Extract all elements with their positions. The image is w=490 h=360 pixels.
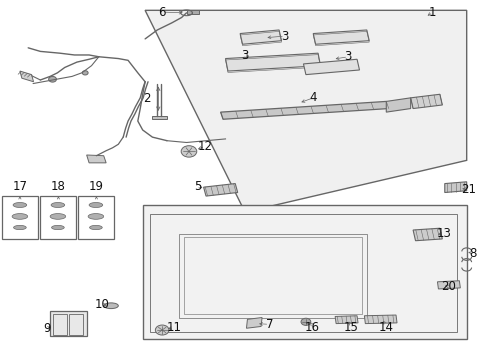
Circle shape [82, 71, 88, 75]
Bar [187, 10, 199, 14]
Text: 5: 5 [195, 180, 202, 193]
Bar [52, 314, 67, 335]
Ellipse shape [51, 225, 64, 230]
Ellipse shape [90, 225, 102, 230]
Bar [50, 311, 87, 337]
Polygon shape [246, 318, 262, 328]
Ellipse shape [12, 213, 28, 219]
Text: 14: 14 [379, 321, 394, 334]
Circle shape [301, 318, 311, 325]
Polygon shape [303, 59, 360, 75]
Polygon shape [386, 98, 411, 112]
Circle shape [181, 146, 197, 157]
Text: 20: 20 [441, 280, 456, 293]
Text: 19: 19 [89, 180, 104, 193]
Polygon shape [225, 53, 320, 71]
Polygon shape [240, 30, 282, 44]
Bar [69, 314, 83, 335]
Text: 21: 21 [462, 183, 477, 196]
Polygon shape [20, 71, 33, 82]
Ellipse shape [88, 213, 104, 219]
Polygon shape [335, 316, 358, 324]
Polygon shape [152, 116, 167, 119]
Polygon shape [413, 228, 442, 241]
Text: 2: 2 [143, 92, 150, 105]
Polygon shape [438, 281, 460, 289]
Text: 3: 3 [344, 50, 352, 63]
Text: 12: 12 [197, 140, 213, 153]
Bar [2, 196, 38, 239]
Bar [40, 196, 76, 239]
Polygon shape [220, 102, 389, 119]
Polygon shape [203, 184, 238, 196]
Text: 3: 3 [241, 49, 249, 62]
Ellipse shape [89, 203, 103, 207]
Ellipse shape [13, 203, 27, 207]
Ellipse shape [50, 213, 66, 219]
Polygon shape [87, 155, 106, 163]
Circle shape [155, 325, 169, 335]
Text: 18: 18 [51, 180, 66, 193]
Bar [184, 237, 362, 314]
Polygon shape [365, 315, 397, 324]
Bar [150, 214, 457, 332]
Text: 6: 6 [158, 6, 166, 19]
Text: 7: 7 [266, 318, 273, 331]
Ellipse shape [14, 225, 26, 230]
Polygon shape [145, 10, 466, 212]
Text: 4: 4 [310, 91, 317, 104]
Ellipse shape [51, 203, 65, 207]
Polygon shape [411, 94, 442, 109]
Text: 10: 10 [94, 298, 109, 311]
Text: 17: 17 [12, 180, 27, 193]
Ellipse shape [104, 303, 118, 309]
Text: 15: 15 [344, 321, 359, 334]
Text: 3: 3 [281, 30, 289, 42]
Polygon shape [143, 205, 466, 339]
Bar [78, 196, 114, 239]
Text: 16: 16 [305, 321, 320, 334]
Bar [179, 234, 367, 318]
Text: 1: 1 [429, 6, 436, 19]
Text: 13: 13 [437, 227, 451, 240]
Circle shape [49, 76, 56, 82]
Polygon shape [445, 182, 466, 193]
Text: 9: 9 [43, 322, 50, 335]
Polygon shape [313, 30, 369, 44]
Text: 11: 11 [167, 321, 182, 334]
Text: 8: 8 [469, 247, 477, 260]
